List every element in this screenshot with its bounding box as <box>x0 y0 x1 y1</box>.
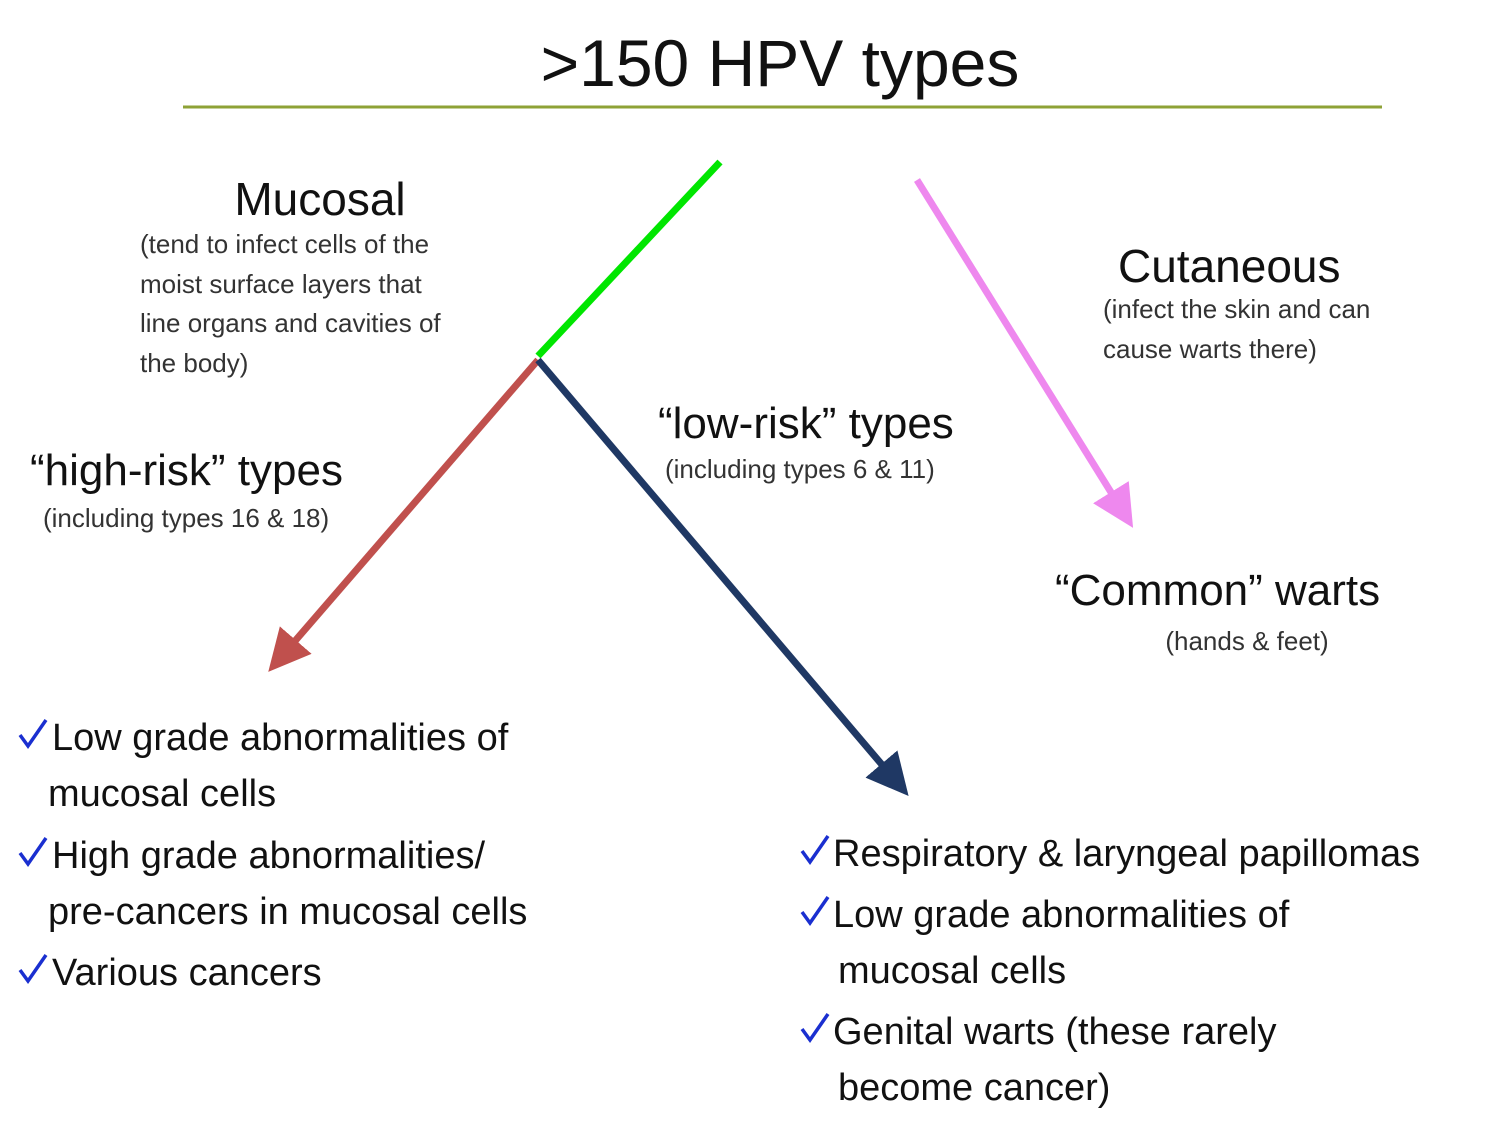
mucosal-description: the body) <box>140 348 248 378</box>
high-risk-label: “high-risk” types <box>30 446 343 495</box>
list-item: Low grade abnormalities of <box>52 717 509 759</box>
mucosal-description: (tend to infect cells of the <box>140 229 429 259</box>
list-item: Various cancers <box>52 952 322 994</box>
cutaneous-label: Cutaneous <box>1118 240 1341 292</box>
check-icon <box>18 719 48 750</box>
list-item: mucosal cells <box>48 773 276 815</box>
list-item: pre-cancers in mucosal cells <box>48 891 527 933</box>
low-risk-arrow <box>535 357 909 797</box>
title: >150 HPV types <box>541 26 1020 100</box>
mucosal-description: line organs and cavities of <box>140 308 441 338</box>
check-icon <box>18 954 48 985</box>
check-icon <box>800 835 830 866</box>
list-item: High grade abnormalities/ <box>52 835 485 877</box>
common-warts-note: (hands & feet) <box>1165 626 1328 656</box>
cutaneous-description: cause warts there) <box>1103 334 1317 364</box>
list-item: Low grade abnormalities of <box>833 894 1290 936</box>
list-item: Respiratory & laryngeal papillomas <box>833 833 1420 875</box>
list-item: mucosal cells <box>838 950 1066 992</box>
mucosal-label: Mucosal <box>234 173 405 225</box>
check-icon <box>800 1013 830 1044</box>
common-warts-label: “Common” warts <box>1055 566 1380 615</box>
mucosal-branch <box>535 159 723 359</box>
check-icon <box>800 896 830 927</box>
list-item: Genital warts (these rarely <box>833 1011 1277 1053</box>
high-risk-note: (including types 16 & 18) <box>43 503 329 533</box>
mucosal-description: moist surface layers that <box>140 269 423 299</box>
cutaneous-arrow <box>914 178 1134 528</box>
list-item: become cancer) <box>838 1067 1110 1109</box>
low-risk-note: (including types 6 & 11) <box>665 454 935 484</box>
low-risk-label: “low-risk” types <box>658 399 954 448</box>
check-icon <box>18 837 48 868</box>
cutaneous-description: (infect the skin and can <box>1103 294 1370 324</box>
high-risk-arrow <box>268 357 541 672</box>
